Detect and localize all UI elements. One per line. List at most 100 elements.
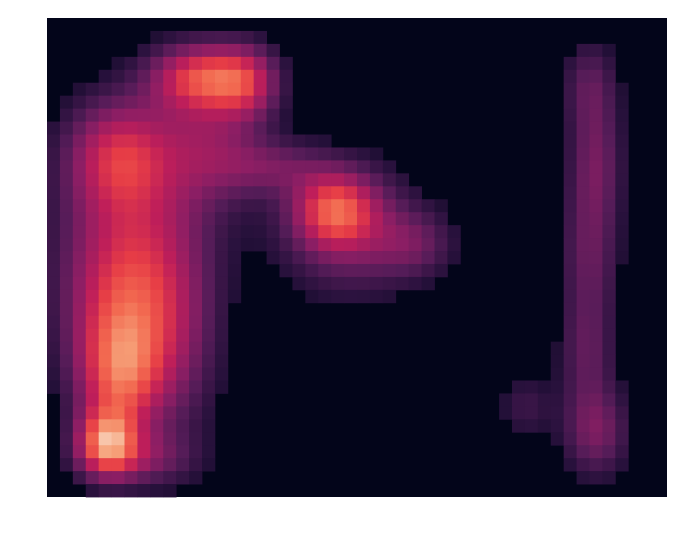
heatmap-cell [240, 69, 255, 84]
heatmap-cell [150, 289, 164, 304]
heatmap-cell [576, 367, 590, 381]
heatmap-cell [408, 212, 422, 226]
heatmap-cell [85, 160, 100, 174]
heatmap-cell [124, 289, 138, 304]
heatmap-cell [150, 251, 164, 265]
heatmap-cell [344, 251, 358, 265]
heatmap-cell [189, 419, 203, 433]
heatmap-cell [59, 199, 74, 213]
heatmap-cell [150, 225, 164, 239]
heatmap-cell [357, 263, 371, 278]
heatmap-cell [382, 160, 397, 174]
heatmap-cell [357, 276, 371, 291]
heatmap-cell [382, 251, 397, 265]
heatmap-cell [202, 82, 216, 97]
heatmap-cell [124, 186, 138, 200]
heatmap-cell [189, 380, 203, 394]
heatmap-cell [163, 263, 177, 278]
heatmap-cell [589, 147, 603, 161]
heatmap-cell [563, 108, 577, 122]
heatmap-cell [137, 82, 151, 97]
heatmap-cell [318, 160, 332, 174]
heatmap-cell [563, 173, 577, 187]
heatmap-cell [150, 186, 164, 200]
heatmap-cell [47, 251, 61, 265]
heatmap-cell [563, 367, 577, 381]
heatmap-cell [602, 121, 616, 135]
heatmap-cell [111, 471, 125, 485]
heatmap-cell [576, 121, 590, 135]
heatmap-cell [279, 199, 293, 213]
heatmap-cell [176, 289, 190, 304]
heatmap-cell [47, 380, 61, 394]
heatmap-cell [189, 251, 203, 265]
heatmap-cell [331, 186, 345, 200]
heatmap-cell [318, 225, 332, 239]
heatmap-cell [176, 354, 190, 368]
heatmap-cell [395, 212, 410, 226]
heatmap-cell [111, 341, 125, 355]
heatmap-cell [576, 354, 590, 368]
heatmap-cell [214, 367, 229, 381]
heatmap-cell [137, 108, 151, 122]
heatmap-cell [150, 263, 164, 278]
heatmap-cell [176, 419, 190, 433]
heatmap-cell [72, 199, 87, 213]
heatmap-cell [111, 199, 125, 213]
heatmap-cell [227, 251, 242, 265]
heatmap-cell [589, 302, 603, 317]
heatmap-cell [202, 147, 216, 161]
heatmap-cell [150, 238, 164, 252]
heatmap-cell [240, 147, 255, 161]
heatmap-cell [576, 160, 590, 174]
heatmap-cell [253, 95, 267, 110]
heatmap-cell [227, 95, 242, 110]
heatmap-cell [589, 432, 603, 446]
heatmap-cell [59, 121, 74, 135]
heatmap-cell [47, 328, 61, 343]
heatmap-cell [253, 186, 267, 200]
heatmap-cell [98, 445, 112, 459]
heatmap-cell [124, 56, 138, 71]
heatmap-cell [266, 199, 280, 213]
heatmap-cell [408, 251, 422, 265]
heatmap-cell [292, 186, 306, 200]
heatmap-cell [395, 263, 410, 278]
heatmap-cell [137, 199, 151, 213]
heatmap-cell [602, 289, 616, 304]
heatmap-cell [408, 238, 422, 252]
heatmap-cell [589, 56, 603, 71]
heatmap-cell [357, 173, 371, 187]
heatmap-cell [576, 263, 590, 278]
heatmap-cell [214, 121, 229, 135]
heatmap-cell [253, 173, 267, 187]
heatmap-cell [266, 56, 280, 71]
heatmap-cell [176, 302, 190, 317]
heatmap-cell [214, 173, 229, 187]
heatmap-cell [85, 458, 100, 472]
heatmap-cell [189, 406, 203, 420]
heatmap-cell [59, 95, 74, 110]
heatmap-cell [150, 315, 164, 330]
heatmap-cell [176, 328, 190, 343]
heatmap-cell [124, 406, 138, 420]
heatmap-cell [214, 108, 229, 122]
heatmap-cell [111, 484, 125, 498]
heatmap-cell [305, 212, 319, 226]
heatmap-cell [98, 328, 112, 343]
heatmap-cell [576, 95, 590, 110]
heatmap-cell [72, 471, 87, 485]
heatmap-cell [189, 108, 203, 122]
heatmap-cell [189, 238, 203, 252]
heatmap-cell [279, 186, 293, 200]
heatmap-cell [72, 82, 87, 97]
heatmap-cell [137, 302, 151, 317]
heatmap-cell [59, 445, 74, 459]
heatmap-cell [563, 432, 577, 446]
heatmap-cell [163, 276, 177, 291]
heatmap-cell [227, 263, 242, 278]
heatmap-cell [47, 134, 61, 148]
heatmap-cell [434, 199, 448, 213]
heatmap-cell [602, 160, 616, 174]
heatmap-cell [163, 160, 177, 174]
